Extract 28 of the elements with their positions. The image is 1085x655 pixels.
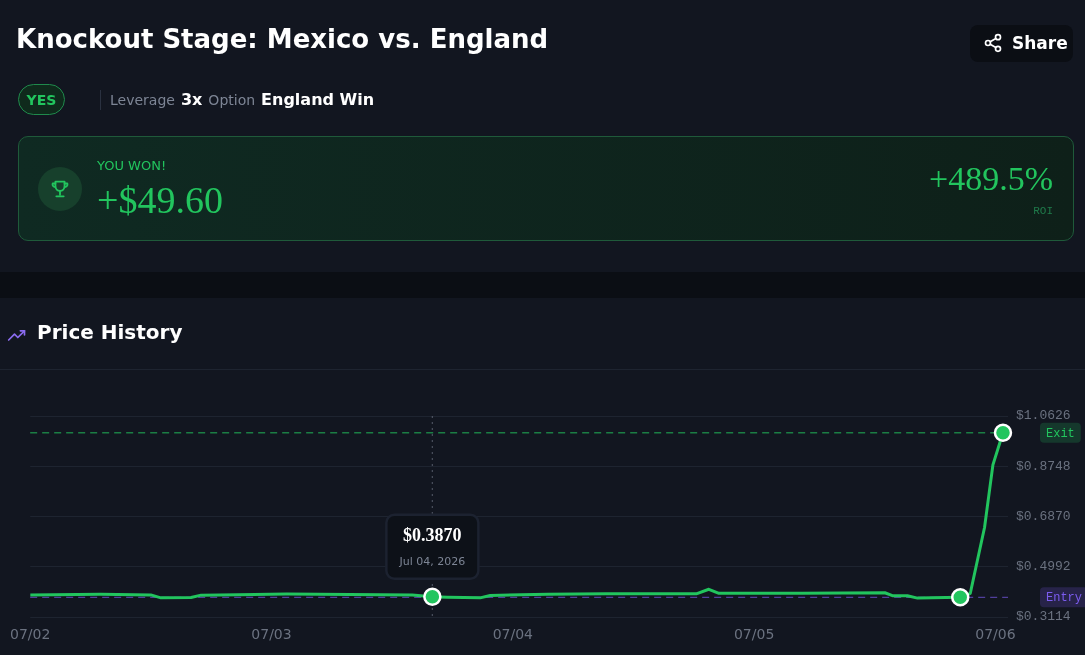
y-tick-label: $0.8748	[1016, 458, 1071, 474]
y-tick-label: $1.0626	[1016, 408, 1071, 424]
point	[423, 587, 442, 607]
y-tick-label: $0.4992	[1016, 559, 1071, 575]
ref-line-label: Entry	[1046, 591, 1083, 606]
x-tick-label: 07/03	[251, 626, 292, 643]
text: ROI	[1033, 205, 1053, 217]
text: Option	[208, 92, 256, 108]
text: Leverage	[110, 92, 175, 108]
text: +489.5%	[929, 160, 1053, 198]
x-tick-label: 07/05	[733, 626, 775, 643]
text: England Win	[261, 90, 375, 109]
text: +$49.60	[97, 178, 223, 222]
text: YES	[18, 84, 65, 115]
x-tick-label: 07/02	[9, 626, 51, 643]
x-tick-label: 07/04	[492, 626, 534, 643]
point	[950, 588, 970, 607]
text: 3x	[180, 90, 203, 109]
chart-title: Price History	[37, 320, 183, 344]
text: YOU WON!	[97, 158, 167, 173]
y-tick-label: $0.6870	[1016, 508, 1071, 524]
annotation: $0.3870 Jul 04, 2026	[398, 525, 466, 568]
x-tick-label: 07/06	[975, 626, 1016, 643]
point	[993, 423, 1013, 442]
text: Knockout Stage: Mexico vs. England	[16, 24, 549, 54]
y-tick-label: $0.3114	[1016, 609, 1071, 625]
text: Share	[970, 25, 1073, 62]
ref-line-label: Exit	[1046, 426, 1075, 441]
